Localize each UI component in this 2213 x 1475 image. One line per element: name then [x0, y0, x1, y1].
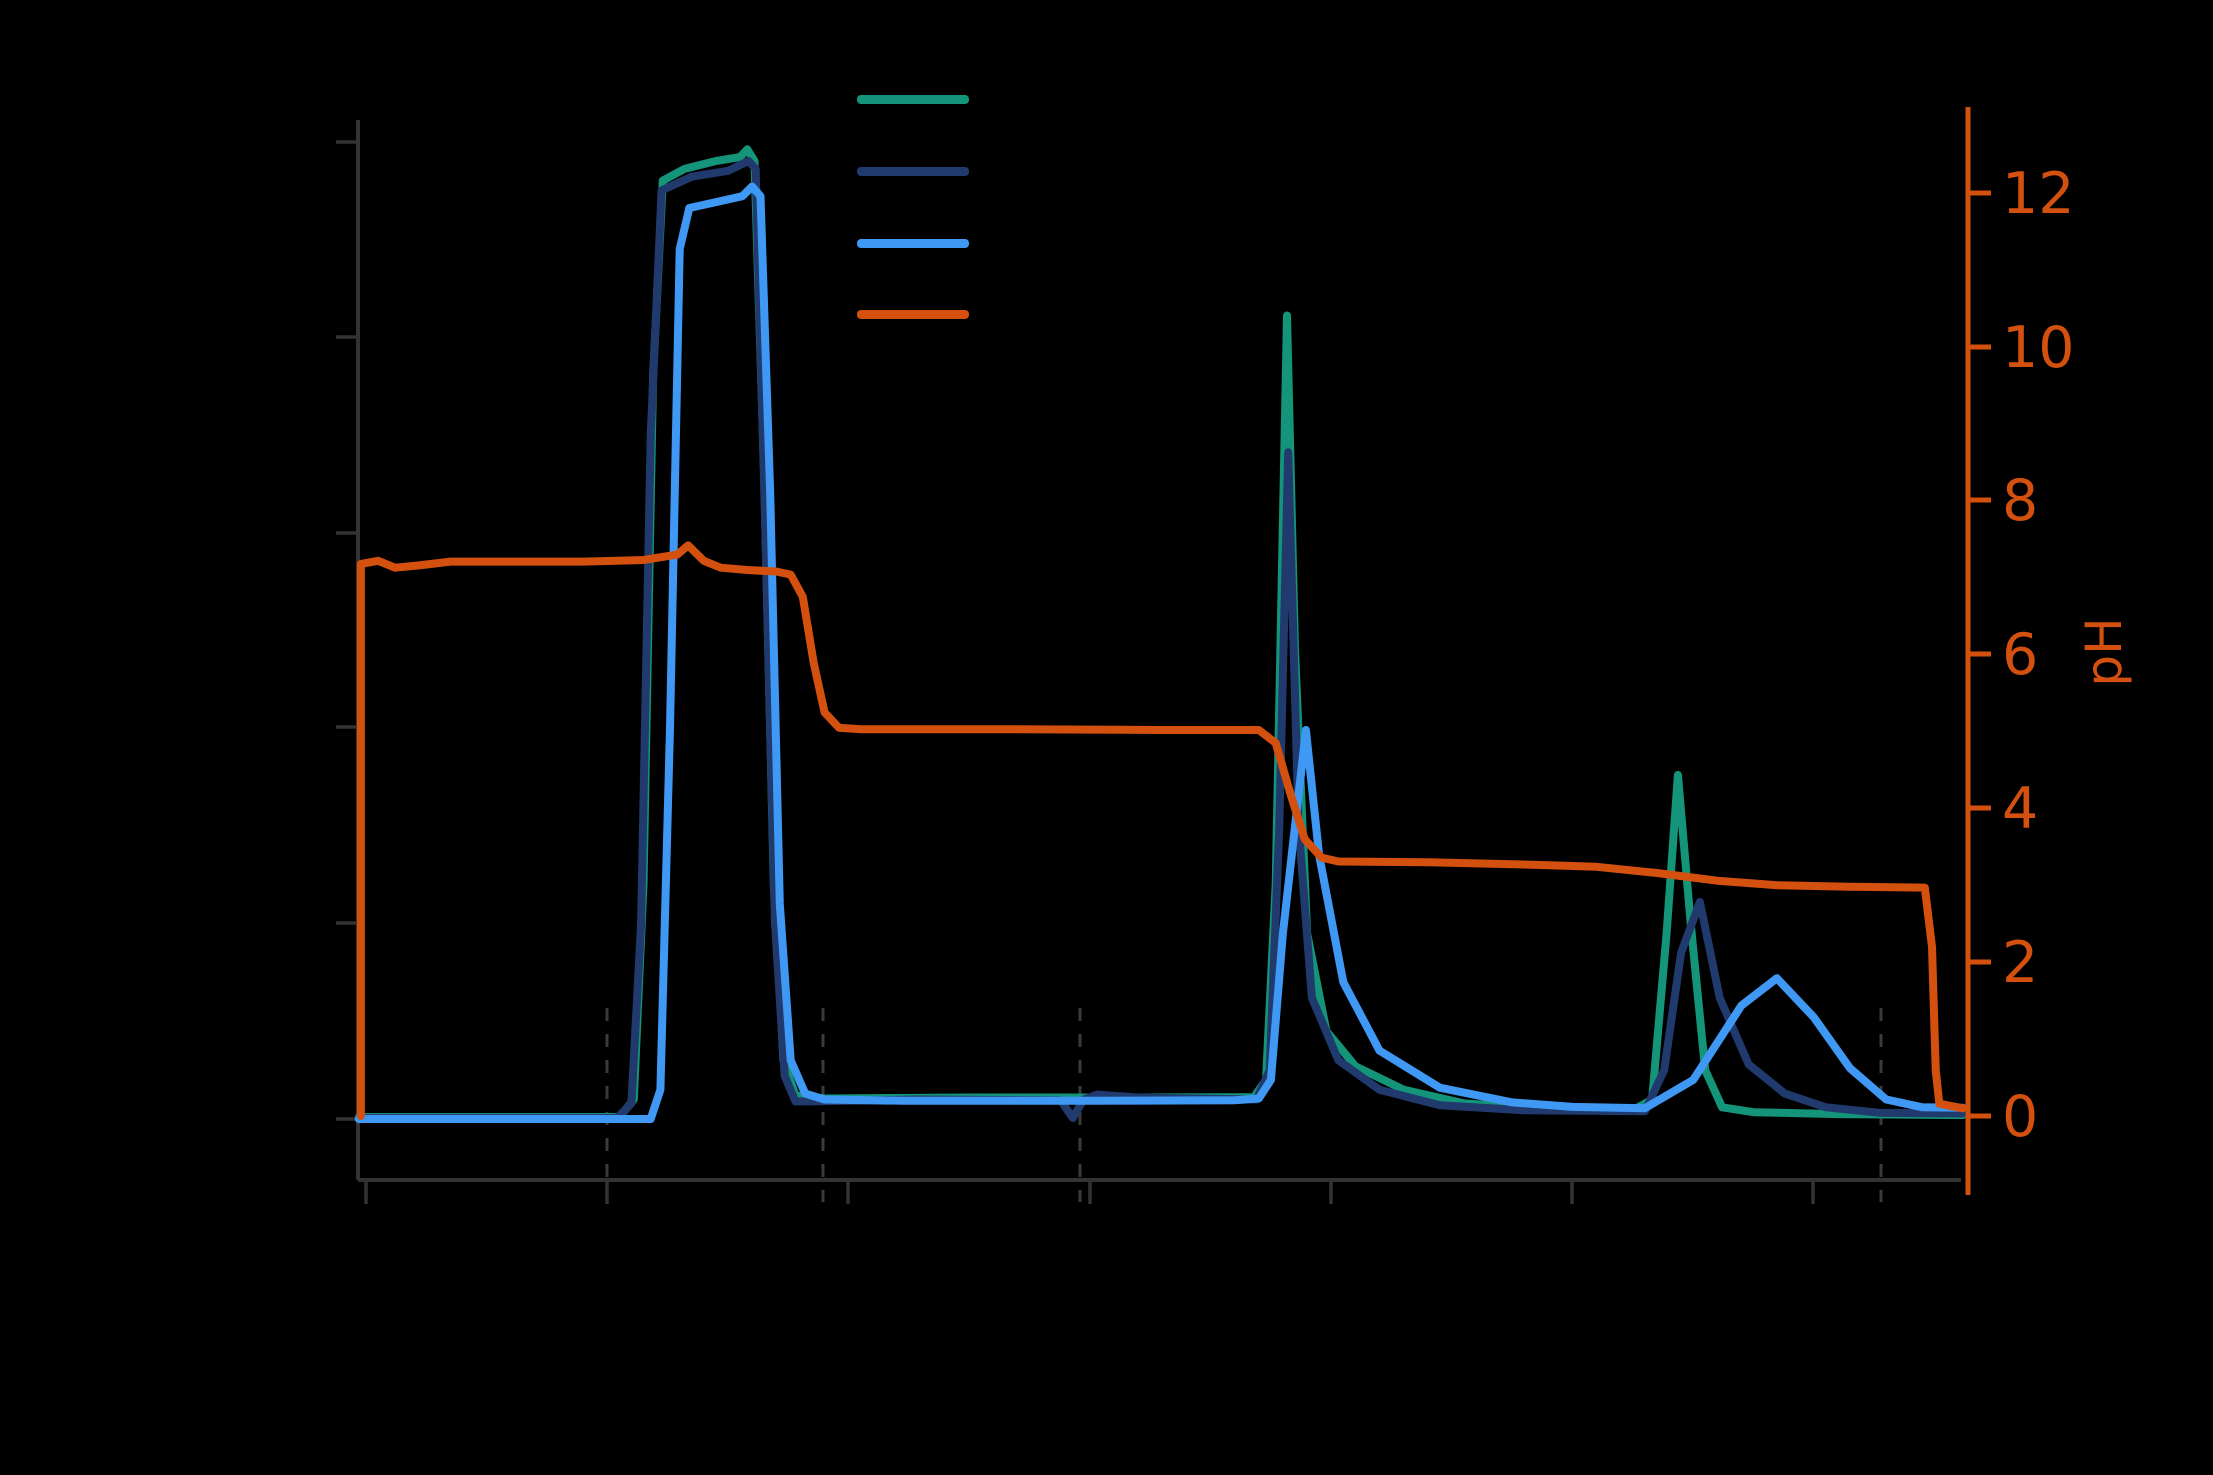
ph-tick-label: 0	[2002, 1084, 2038, 1150]
event-marker-dashed-lines	[605, 1008, 1883, 1202]
ph-tick-label: 6	[2002, 622, 2038, 688]
series-line-3	[356, 541, 1967, 1120]
ph-tick-label: 8	[2002, 468, 2038, 534]
ph-axis-label: pH	[2075, 617, 2133, 687]
ph-tick-label: 12	[2002, 161, 2075, 227]
data-series-lines	[354, 145, 1967, 1123]
ph-tick-label: 2	[2002, 930, 2038, 996]
ph-axis: 12 10 8 6 4 2 0	[1965, 107, 2075, 1195]
series-line-0	[354, 145, 1967, 1121]
series-line-2	[354, 182, 1967, 1123]
series-line-1	[354, 157, 1967, 1122]
ph-tick-label: 4	[2002, 776, 2038, 842]
ph-tick-label: 10	[2002, 315, 2075, 381]
